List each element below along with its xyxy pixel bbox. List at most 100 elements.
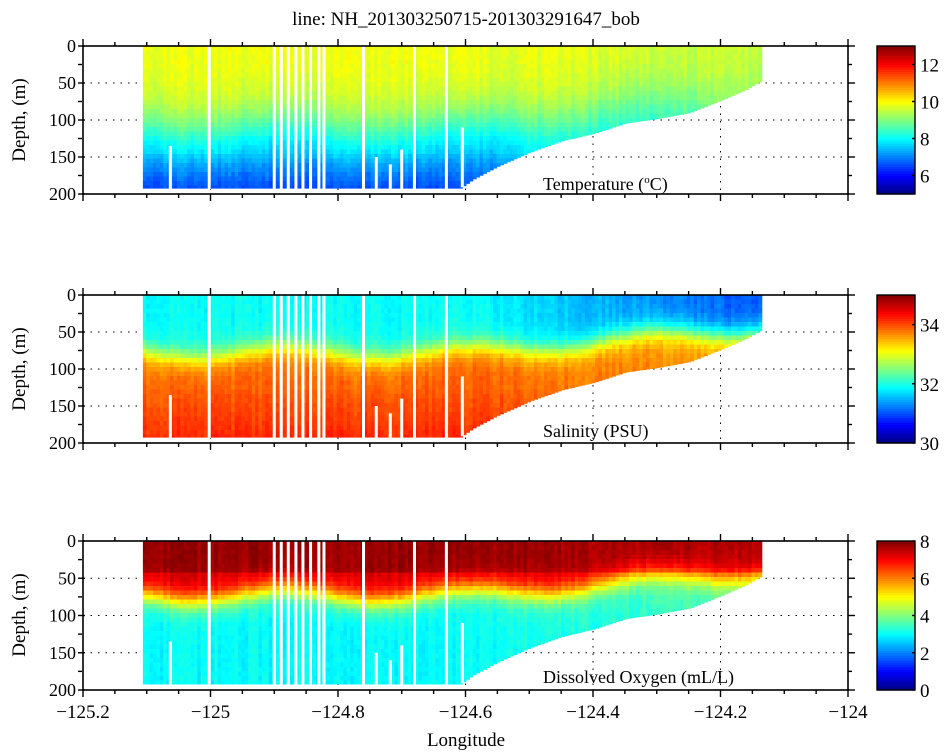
colorbar-tick-label: 6 — [920, 569, 930, 590]
y-tick-label: 0 — [67, 36, 76, 56]
colorbar-frame — [876, 45, 916, 195]
colorbar-tick-label: 12 — [920, 56, 939, 77]
y-axis-label-oxygen: Depth, (m) — [9, 573, 30, 656]
section-field — [142, 295, 763, 439]
y-tick-label: 50 — [58, 73, 76, 93]
temperature-panel: 0 50 100 150 200 6 8 10 12 — [49, 36, 939, 204]
data-gap — [286, 295, 290, 439]
data-gap — [309, 46, 313, 190]
y-axis: 0 50 100 150 200 — [49, 36, 855, 204]
colorbar-tick-label: 2 — [920, 644, 930, 665]
x-axis — [82, 39, 849, 201]
colorbar-tick-label: 0 — [920, 681, 930, 702]
y-tick-label: 100 — [49, 359, 76, 379]
data-gap — [413, 295, 416, 439]
x-axis: −125.2 −125 −124.8 −124.6 −124.4 −124.2 −124 — [56, 534, 868, 723]
y-tick-label: 150 — [49, 643, 76, 663]
data-gap — [317, 46, 321, 190]
y-tick-label: 200 — [49, 184, 76, 204]
salinity-panel: 0 50 100 150 200 30 32 34 — [49, 285, 940, 455]
y-axis: 0 50 100 150 200 — [49, 531, 855, 700]
colorbar-tick-label: 10 — [920, 93, 939, 114]
data-gap — [444, 541, 448, 686]
data-gap — [286, 46, 290, 190]
data-gap — [286, 541, 290, 686]
data-gap — [400, 149, 404, 190]
data-gap — [374, 157, 378, 190]
data-gap — [168, 641, 172, 686]
data-gap — [322, 541, 326, 686]
data-gap — [309, 295, 313, 439]
data-gap — [294, 541, 298, 686]
data-gap — [362, 295, 365, 439]
x-tick-label: −124.8 — [311, 702, 364, 723]
y-tick-label: 50 — [58, 322, 76, 342]
data-gap — [294, 295, 298, 439]
data-gap — [168, 394, 172, 439]
salinity-label: Salinity (PSU) — [543, 421, 649, 442]
y-tick-label: 0 — [67, 285, 76, 305]
data-gap — [362, 541, 365, 686]
colorbar-tick-label: 8 — [920, 532, 930, 553]
colorbar-tick-label: 4 — [920, 607, 930, 628]
temperature-label: Temperature (oC) — [543, 174, 668, 195]
colorbar-tick-label: 6 — [920, 167, 930, 188]
data-gap — [444, 295, 448, 439]
x-tick-label: −124 — [828, 702, 868, 723]
data-gap — [322, 295, 326, 439]
data-gap — [272, 541, 276, 686]
data-gap — [279, 295, 283, 439]
data-gap — [207, 46, 211, 190]
data-gap — [294, 46, 298, 190]
x-tick-label: −124.2 — [694, 702, 747, 723]
data-gap — [301, 295, 305, 439]
data-gap — [279, 46, 283, 190]
y-tick-label: 100 — [49, 110, 76, 130]
data-gap — [301, 46, 305, 190]
y-tick-label: 0 — [67, 531, 76, 551]
data-gap — [400, 398, 404, 439]
data-gap — [374, 652, 378, 686]
oxygen-label: Dissolved Oxygen (mL/L) — [543, 667, 734, 688]
x-tick-label: −125 — [191, 702, 230, 723]
colorbar: 30 32 34 — [876, 294, 940, 455]
data-gap — [388, 660, 392, 686]
data-gap — [362, 46, 365, 190]
x-axis — [82, 288, 849, 450]
y-tick-label: 200 — [49, 433, 76, 453]
x-tick-label: −125.2 — [56, 702, 109, 723]
colorbar: 6 8 10 12 — [876, 45, 939, 195]
data-gap — [460, 622, 464, 684]
data-gap — [374, 406, 378, 439]
colorbar: 0 2 4 6 8 — [876, 532, 930, 702]
y-axis-label-salinity: Depth, (m) — [9, 327, 30, 410]
data-gap — [317, 541, 321, 686]
data-gap — [168, 145, 172, 190]
data-gap — [279, 541, 283, 686]
data-gap — [444, 46, 448, 190]
figure-title: line: NH_201303250715-201303291647_bob — [292, 9, 640, 30]
data-gap — [388, 413, 392, 439]
data-gap — [207, 541, 211, 686]
section-field — [142, 46, 763, 190]
data-gap — [400, 645, 404, 686]
y-tick-label: 150 — [49, 396, 76, 416]
data-gap — [322, 46, 326, 190]
y-tick-label: 150 — [49, 147, 76, 167]
data-gap — [317, 295, 321, 439]
oxygen-panel: 0 50 100 150 200−125.2 −125 −124.8 −124.6 −124.4… — [49, 531, 930, 723]
data-gap — [413, 46, 416, 190]
colorbar-tick-label: 32 — [920, 375, 939, 396]
data-gap — [301, 541, 305, 686]
data-gap — [272, 295, 276, 439]
y-tick-label: 200 — [49, 680, 76, 700]
data-gap — [309, 541, 313, 686]
x-tick-label: −124.4 — [566, 702, 620, 723]
colorbar-tick-label: 8 — [920, 130, 930, 151]
y-axis: 0 50 100 150 200 — [49, 285, 855, 453]
x-tick-label: −124.6 — [439, 702, 492, 723]
x-axis-label: Longitude — [427, 730, 505, 751]
data-gap — [388, 164, 392, 190]
data-gap — [207, 295, 211, 439]
